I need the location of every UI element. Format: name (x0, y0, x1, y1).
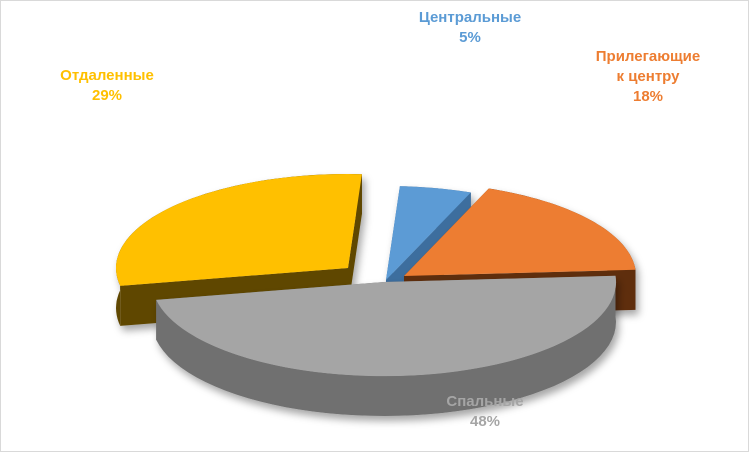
label-sleeping-name: Спальные (446, 393, 524, 410)
label-near-center-value: 18% (632, 88, 664, 105)
slice-sleeping-side (156, 275, 616, 416)
label-near-center-line1: Прилегающие (595, 48, 701, 65)
label-central-name: Центральные (418, 9, 522, 26)
label-near-center-line2: к центру (616, 68, 680, 85)
label-near-center: Прилегающие к центру 18% (578, 47, 718, 107)
label-remote-value: 29% (91, 87, 123, 104)
label-sleeping: Спальные 48% (420, 392, 550, 432)
label-remote: Отдаленные 29% (42, 66, 172, 106)
label-central: Центральные 5% (410, 8, 530, 48)
slice-sleeping-top (156, 275, 617, 377)
label-remote-name: Отдаленные (60, 67, 154, 84)
label-central-value: 5% (459, 29, 481, 46)
slice-remote-top (115, 174, 362, 286)
label-sleeping-value: 48% (469, 413, 501, 430)
slice-central-top (386, 186, 471, 280)
slice-near-center-top (404, 188, 636, 276)
slice-sleeping (156, 275, 617, 416)
